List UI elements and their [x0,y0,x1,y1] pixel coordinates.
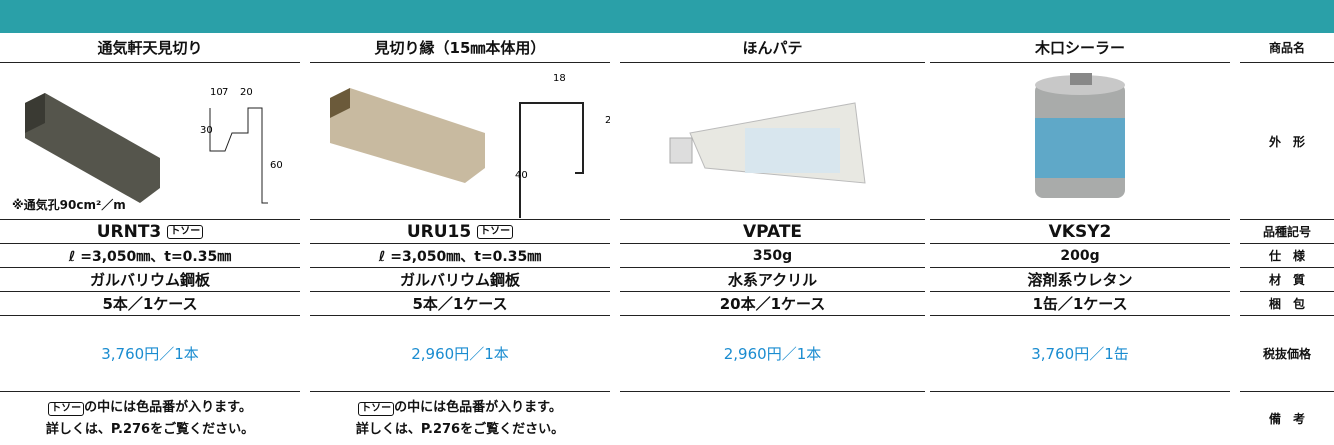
material-text: 溶剤系ウレタン [1027,271,1133,289]
dimension-label: 20 [605,115,610,126]
dimension-label: 20 [240,87,253,98]
note-line: 詳しくは、P.276をご覧ください。 [355,422,565,437]
row-label: 備 考 [1268,412,1305,426]
row-label: 梱 包 [1240,292,1334,316]
dimension-label: 30 [200,125,213,136]
product-code: VKSY2 [930,220,1230,244]
note: トソー の中には色品番が入ります。詳しくは、P.276をご覧ください。 [0,397,300,441]
material-text: ガルバリウム鋼板 [399,271,520,289]
product-code: URNT3 トソー [0,220,300,244]
product-code-text: URU15 [406,221,472,242]
material: 水系アクリル [620,268,925,292]
note-line: 詳しくは、P.276をご覧ください。 [45,422,255,437]
dimension-label: 60 [270,160,283,171]
product-name: 通気軒天見切り [0,33,300,63]
product-image [1035,73,1125,198]
product-name-text: 通気軒天見切り [97,39,203,57]
product-image: 10 7 20 30 60 [25,87,283,204]
badge: トソー [358,402,395,416]
dimension-label: 18 [553,73,566,84]
dimension-label: 7 [222,87,228,98]
price: 3,760円／1缶 [930,316,1230,392]
note-line: トソー の中には色品番が入ります。 [310,397,610,419]
note-text: の中には色品番が入ります。 [84,400,252,415]
badge: トソー [48,402,85,416]
material: ガルバリウム鋼板 [0,268,300,292]
spec: 200g [930,244,1230,268]
price: 2,960円／1本 [310,316,610,392]
package: 5本／1ケース [310,292,610,316]
price-text: 3,760円／1本 [101,345,199,363]
package: 20本／1ケース [620,292,925,316]
price-text: 2,960円／1本 [723,345,822,363]
price: 3,760円／1本 [0,316,300,392]
package-text: 1缶／1ケース [1032,295,1128,313]
product-image [669,102,866,184]
row-label: 仕 様 [1240,244,1334,268]
product-code-text: VKSY2 [1048,221,1112,242]
product-code: VPATE [620,220,925,244]
package-text: 20本／1ケース [719,295,826,313]
price-text: 2,960円／1本 [411,345,509,363]
row-label: 商品名 [1240,33,1334,63]
badge: トソー [167,224,204,239]
row-label: 材 質 [1240,268,1334,292]
price: 2,960円／1本 [620,316,925,392]
material: 溶剤系ウレタン [930,268,1230,292]
product-code-text: VPATE [742,221,803,242]
top-bar [0,0,1334,33]
product-code: URU15 トソー [310,220,610,244]
row-label: 外 形 [1240,63,1334,220]
package: 1缶／1ケース [930,292,1230,316]
price-text: 3,760円／1缶 [1031,345,1129,363]
product-code-text: URNT3 [96,221,162,242]
spec-text: 200g [1060,247,1100,264]
package-text: 5本／1ケース [102,295,198,313]
spec: 350g [620,244,925,268]
spec-text: ℓ =3,050㎜、t=0.35㎜ [68,248,232,265]
product-name-text: ほんパテ [742,39,803,57]
spec-text: 350g [752,247,793,264]
product-name-text: 木口シーラー [1034,39,1125,57]
image-cell [620,63,925,220]
product-name: ほんパテ [620,33,925,63]
package: 5本／1ケース [0,292,300,316]
row-label: 品種記号 [1240,220,1334,244]
image-note: ※通気孔90cm²／m [12,198,126,212]
spec-text: ℓ =3,050㎜、t=0.35㎜ [378,248,542,265]
image-cell [310,63,610,220]
note-line: トソー の中には色品番が入ります。 [0,397,300,419]
product-name: 木口シーラー [930,33,1230,63]
image-cell [0,63,300,220]
product-name: 見切り縁（15㎜本体用） [310,33,610,63]
material: ガルバリウム鋼板 [310,268,610,292]
badge: トソー [477,224,514,239]
row-label: 税抜価格 [1240,316,1334,392]
image-cell [930,63,1230,220]
spec: ℓ =3,050㎜、t=0.35㎜ [0,244,300,268]
note: トソー の中には色品番が入ります。詳しくは、P.276をご覧ください。 [310,397,610,441]
material-text: ガルバリウム鋼板 [89,271,210,289]
dimension-label: 10 [210,87,223,98]
spec: ℓ =3,050㎜、t=0.35㎜ [310,244,610,268]
product-name-text: 見切り縁（15㎜本体用） [374,39,546,57]
product-image: 18 40 20 [330,73,610,218]
material-text: 水系アクリル [727,271,818,289]
dimension-label: 40 [515,170,528,181]
package-text: 5本／1ケース [412,295,508,313]
note-text: の中には色品番が入ります。 [394,400,562,415]
